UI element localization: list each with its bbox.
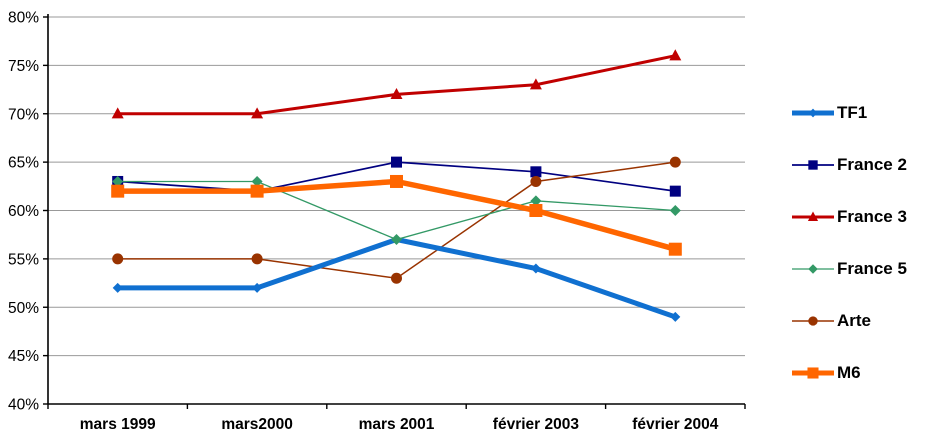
series-france-3	[111, 49, 682, 119]
marker-france-5	[669, 205, 681, 216]
marker-france-5	[391, 234, 402, 246]
marker-france-3	[669, 49, 682, 61]
y-axis-label: 75%	[8, 58, 39, 75]
marker-arte	[669, 156, 681, 168]
marker-m6	[111, 184, 125, 198]
marker-m6	[668, 242, 682, 256]
marker-arte	[251, 253, 263, 265]
marker-france-5	[112, 175, 124, 187]
y-axis-label: 45%	[8, 348, 39, 365]
marker-france-3	[529, 78, 542, 90]
marker-tf1	[252, 282, 263, 293]
y-axis-label: 70%	[8, 106, 39, 123]
marker-m6	[250, 184, 264, 198]
marker-france-2	[391, 156, 402, 168]
marker-france-3	[251, 107, 264, 119]
marker-france-2	[530, 166, 542, 178]
x-axis-label: février 2003	[493, 416, 580, 433]
series-france-5	[112, 175, 681, 246]
x-axis-label: mars 1999	[80, 416, 156, 433]
series-arte	[112, 156, 681, 284]
marker-france-5	[530, 195, 542, 207]
y-axis-label: 40%	[8, 397, 39, 414]
y-axis-label: 50%	[8, 300, 39, 317]
marker-france-2	[669, 185, 681, 197]
marker-tf1	[670, 311, 681, 322]
x-axis-label: mars 2001	[359, 416, 435, 433]
marker-tf1	[112, 282, 123, 293]
y-axis-label: 60%	[8, 203, 39, 220]
x-axis-label: février 2004	[632, 416, 719, 433]
marker-france-3	[111, 107, 124, 119]
y-axis-label: 80%	[8, 10, 39, 27]
series-m6	[111, 174, 682, 256]
series-line-france-3	[117, 54, 676, 116]
marker-arte	[112, 253, 124, 265]
y-axis-label: 65%	[8, 155, 39, 172]
marker-france-5	[251, 175, 263, 187]
marker-arte	[530, 175, 542, 187]
marker-arte	[391, 272, 402, 284]
marker-m6	[390, 174, 403, 188]
y-axis-label: 55%	[8, 251, 39, 268]
marker-m6	[529, 204, 543, 217]
marker-france-3	[390, 87, 403, 100]
x-axis-label: mars2000	[221, 416, 293, 433]
marker-tf1	[530, 263, 541, 274]
